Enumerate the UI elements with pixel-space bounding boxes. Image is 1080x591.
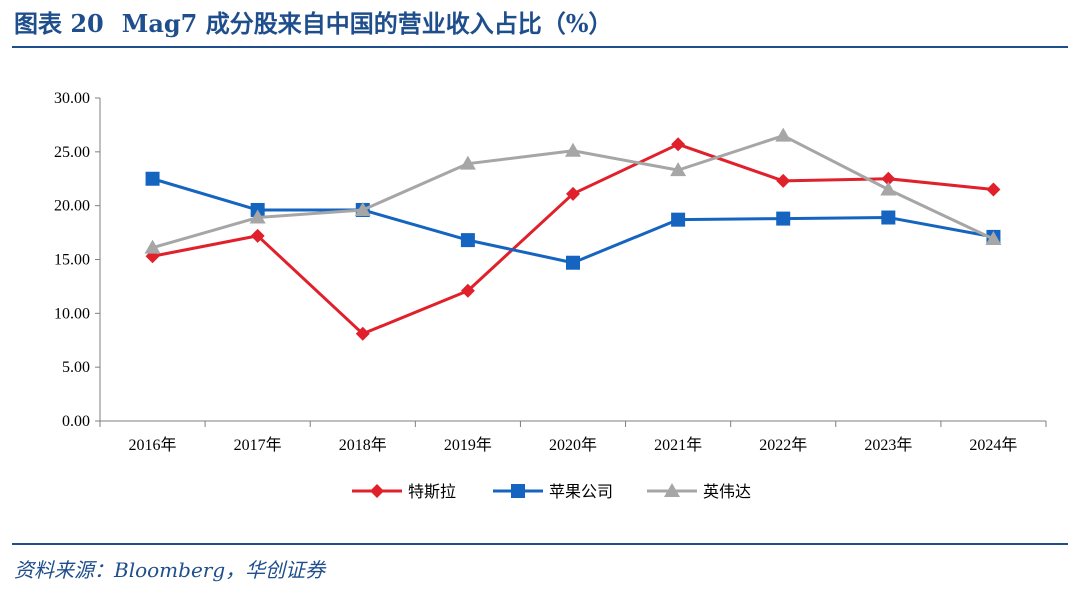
data-point (776, 173, 791, 188)
chart-legend: 特斯拉 苹果公司 英伟达 (352, 483, 751, 501)
data-point (775, 127, 792, 142)
chart-series (144, 127, 1002, 341)
data-point (670, 162, 687, 177)
data-point (460, 283, 475, 298)
data-point (776, 211, 791, 226)
data-point (671, 212, 686, 227)
series-0 (145, 137, 1001, 341)
x-tick-label: 2016年 (129, 436, 177, 454)
data-point (355, 326, 370, 341)
legend-marker (664, 483, 680, 497)
data-point (671, 137, 686, 152)
y-tick-label: 10.00 (54, 305, 90, 322)
data-point (985, 231, 1002, 246)
data-point (566, 186, 580, 201)
y-tick-label: 20.00 (54, 198, 90, 215)
x-tick-label: 2021年 (654, 436, 702, 454)
data-point (249, 209, 266, 224)
legend-label: 苹果公司 (549, 483, 613, 501)
legend-label: 英伟达 (703, 483, 751, 501)
x-tick-label: 2020年 (549, 436, 597, 454)
y-tick-label: 30.00 (54, 90, 90, 107)
chart-title: Mag7 成分股来自中国的营业收入占比（%） (121, 9, 613, 38)
legend-label: 特斯拉 (408, 483, 456, 501)
data-point (566, 255, 580, 270)
series-2 (144, 127, 1002, 254)
data-point (354, 201, 371, 216)
legend-marker (511, 484, 525, 498)
x-tick-label: 2019年 (444, 436, 492, 454)
y-tick-label: 25.00 (54, 144, 90, 161)
x-tick-label: 2022年 (759, 436, 807, 454)
figure-label: 图表 20 (14, 9, 104, 38)
data-point (144, 239, 161, 254)
x-tick-label: 2024年 (969, 436, 1017, 454)
data-point (459, 155, 476, 170)
series-1 (145, 171, 1001, 270)
chart-axes: 0.00 5.00 10.00 15.00 20.00 25.00 30.00 2016年 20… (54, 90, 1047, 454)
x-tick-label: 2017年 (234, 436, 282, 454)
data-point (460, 233, 475, 248)
x-tick-label: 2023年 (864, 436, 912, 454)
figure-title: 图表 20 Mag7 成分股来自中国的营业收入占比（%） (14, 4, 613, 39)
legend-item: 苹果公司 (493, 483, 613, 501)
data-point (145, 171, 160, 186)
series-line (152, 142, 994, 336)
data-point (986, 182, 1001, 197)
y-tick-label: 5.00 (62, 359, 90, 376)
legend-item: 英伟达 (647, 483, 751, 501)
data-point (250, 228, 265, 243)
legend-item: 特斯拉 (352, 483, 456, 501)
source-divider (12, 543, 1068, 545)
data-point (880, 181, 897, 196)
data-point (565, 142, 581, 157)
x-tick-label: 2018年 (339, 436, 387, 454)
data-point (881, 171, 896, 186)
source-note: 资料来源：Bloomberg，华创证券 (14, 558, 326, 582)
y-tick-label: 15.00 (54, 252, 90, 269)
title-divider (12, 46, 1068, 48)
legend-marker (370, 484, 384, 498)
data-point (881, 210, 896, 225)
y-tick-label: 0.00 (62, 413, 90, 430)
